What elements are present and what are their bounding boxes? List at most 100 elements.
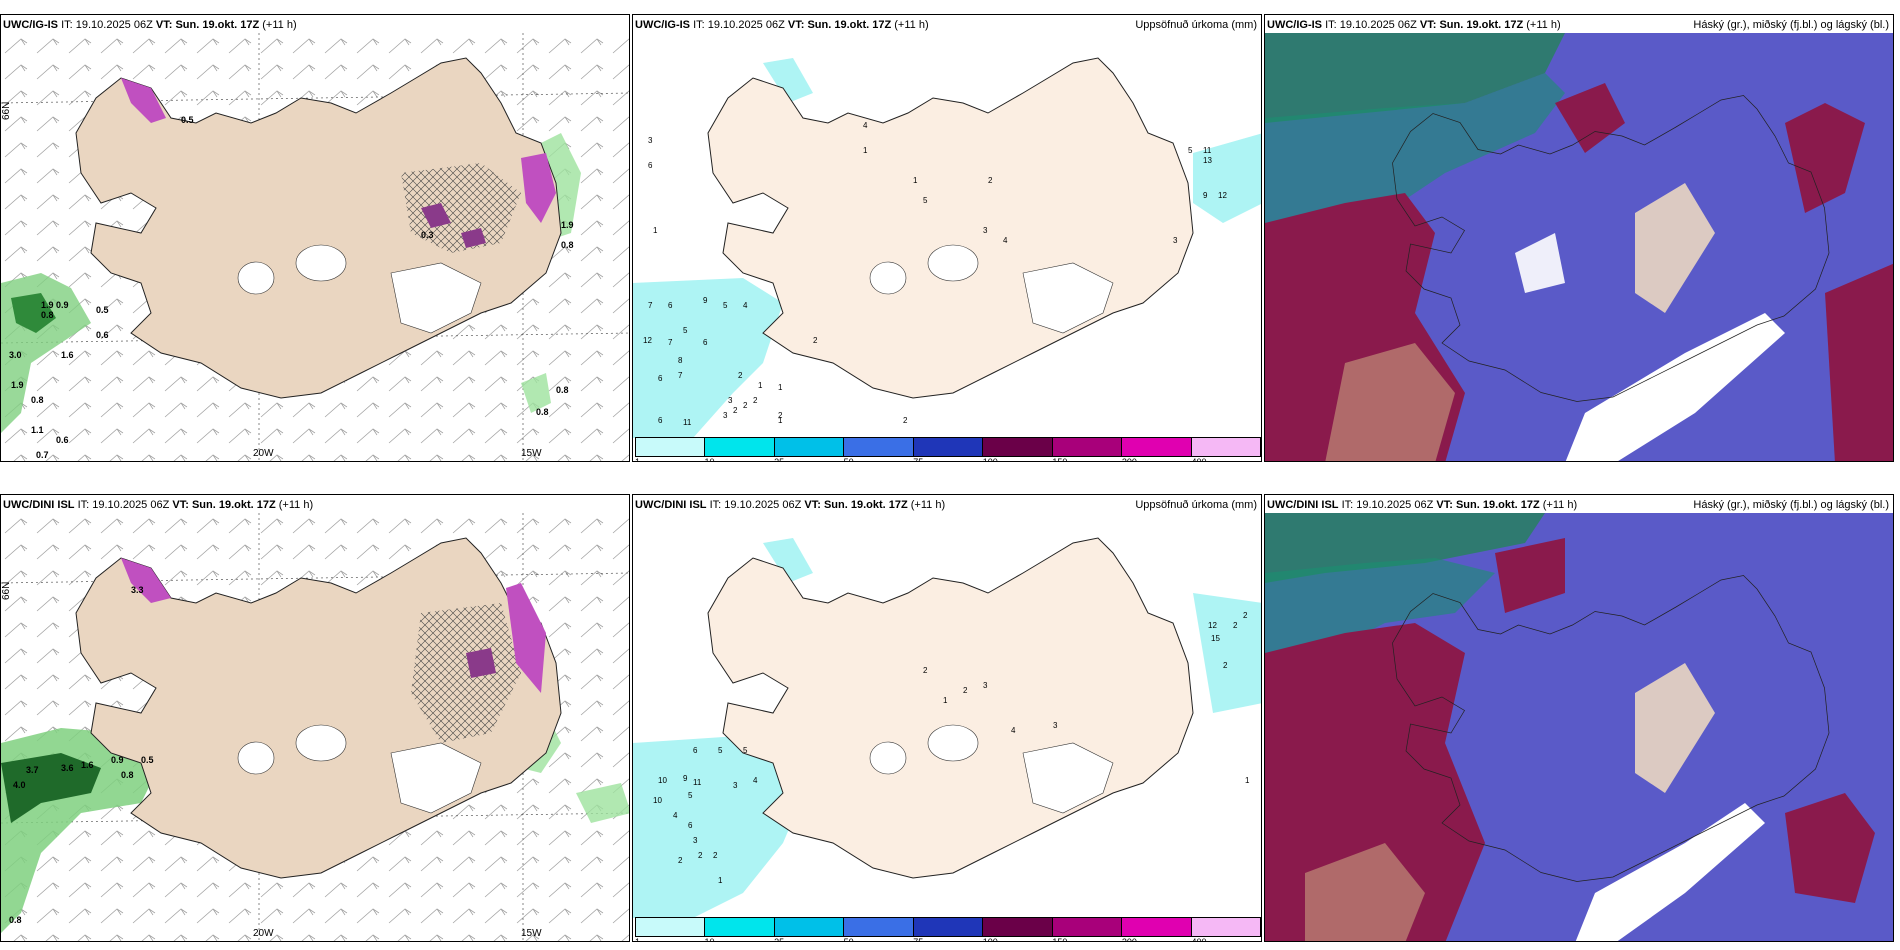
colorbar-label: 10 <box>704 457 715 462</box>
svg-text:1: 1 <box>718 876 723 885</box>
model-name: UWC/IG-IS <box>3 19 58 31</box>
svg-text:4: 4 <box>1011 726 1016 735</box>
svg-text:0.8: 0.8 <box>9 915 22 925</box>
svg-text:3.6: 3.6 <box>61 763 74 773</box>
svg-text:1: 1 <box>913 176 918 185</box>
model-name: UWC/IG-IS <box>635 19 690 31</box>
svg-text:2: 2 <box>1233 621 1238 630</box>
colorbar-swatch <box>1122 918 1192 936</box>
iceland-landmass <box>707 57 1194 399</box>
svg-text:6: 6 <box>648 161 653 170</box>
svg-text:5: 5 <box>688 791 693 800</box>
panel-bottom-precip: UWC/DINI ISL IT: 19.10.2025 06Z VT: Sun.… <box>632 494 1262 942</box>
colorbar-label: 100 <box>982 457 998 462</box>
vt-value: Sun. 19.okt. 17Z <box>175 19 260 31</box>
svg-text:9: 9 <box>1203 191 1208 200</box>
svg-text:4: 4 <box>753 776 758 785</box>
svg-text:5: 5 <box>743 746 748 755</box>
model-name: UWC/DINI ISL <box>1267 499 1339 511</box>
svg-text:7: 7 <box>678 371 683 380</box>
svg-text:3: 3 <box>983 226 988 235</box>
colorbar-swatch <box>636 438 706 456</box>
svg-text:6: 6 <box>688 821 693 830</box>
svg-text:6: 6 <box>658 374 663 383</box>
precip-title: Uppsöfnuð úrkoma (mm) <box>1135 19 1257 31</box>
lead-time: (+11 h) <box>1542 499 1578 511</box>
svg-text:2: 2 <box>778 411 783 420</box>
svg-text:4: 4 <box>743 301 748 310</box>
svg-text:1: 1 <box>758 381 763 390</box>
svg-text:0.5: 0.5 <box>141 755 154 765</box>
svg-text:0.5: 0.5 <box>181 115 194 125</box>
svg-text:2: 2 <box>753 396 758 405</box>
model-name: UWC/DINI ISL <box>3 499 75 511</box>
svg-text:2: 2 <box>1243 611 1248 620</box>
colorbar-swatch <box>774 438 845 456</box>
vt-value: Sun. 19.okt. 17Z <box>807 19 892 31</box>
vt-label: VT: <box>787 19 805 31</box>
model-name: UWC/DINI ISL <box>635 499 707 511</box>
svg-text:0.8: 0.8 <box>536 407 549 417</box>
colorbar-swatch <box>913 918 984 936</box>
panel-top-cloud: UWC/IG-IS IT: 19.10.2025 06Z VT: Sun. 19… <box>1264 14 1894 462</box>
vt-value: Sun. 19.okt. 17Z <box>1439 19 1524 31</box>
svg-text:0.8: 0.8 <box>556 385 569 395</box>
lon-label-15w: 15W <box>521 448 542 459</box>
svg-text:1.9: 1.9 <box>561 220 574 230</box>
vt-label: VT: <box>1419 19 1437 31</box>
svg-text:7: 7 <box>648 301 653 310</box>
vt-label: VT: <box>1436 499 1453 511</box>
it-value: 19.10.2025 06Z <box>75 19 153 31</box>
svg-text:0.8: 0.8 <box>561 240 574 250</box>
svg-text:2: 2 <box>678 856 683 865</box>
colorbar-label: 400 <box>1191 457 1207 462</box>
colorbar-label: 1 <box>635 457 641 462</box>
svg-text:1: 1 <box>1245 776 1250 785</box>
svg-text:1.9: 1.9 <box>11 380 24 390</box>
svg-text:4: 4 <box>673 811 678 820</box>
precip-colorbar: 1 10 25 50 75 100 150 200 400 <box>635 437 1261 461</box>
it-value: 19.10.2025 06Z <box>1356 499 1434 511</box>
svg-text:12: 12 <box>1218 191 1227 200</box>
svg-text:2: 2 <box>903 416 908 425</box>
svg-text:1: 1 <box>943 696 948 705</box>
panel-header: UWC/IG-IS IT: 19.10.2025 06Z VT: Sun. 19… <box>3 19 297 31</box>
colorbar-swatch <box>636 918 706 936</box>
svg-text:0.7: 0.7 <box>36 450 49 460</box>
svg-text:1.9: 1.9 <box>41 300 54 310</box>
colorbar-label: 150 <box>1052 457 1068 462</box>
colorbar-swatch <box>705 438 775 456</box>
svg-text:0.8: 0.8 <box>121 770 134 780</box>
svg-text:3: 3 <box>693 836 698 845</box>
it-label: IT: <box>1325 19 1337 31</box>
svg-text:2: 2 <box>988 176 993 185</box>
vt-value: Sun. 19.okt. 17Z <box>823 499 908 511</box>
lat-label-66n: 66N <box>1 581 12 600</box>
svg-text:3: 3 <box>1053 721 1058 730</box>
colorbar-label: 50 <box>843 457 854 462</box>
svg-text:3: 3 <box>723 411 728 420</box>
vt-value: Sun. 19.okt. 17Z <box>1455 499 1540 511</box>
svg-text:1.6: 1.6 <box>61 350 74 360</box>
lon-label-20w: 20W <box>253 928 274 939</box>
it-label: IT: <box>61 19 73 31</box>
svg-text:15: 15 <box>1211 634 1220 643</box>
svg-text:0.3: 0.3 <box>421 230 434 240</box>
svg-text:6: 6 <box>658 416 663 425</box>
svg-text:11: 11 <box>683 418 692 427</box>
it-value: 19.10.2025 06Z <box>724 499 802 511</box>
svg-text:1: 1 <box>863 146 868 155</box>
cloud-title: Háský (gr.), miðský (fj.bl.) og lágský (… <box>1693 499 1889 511</box>
it-value: 19.10.2025 06Z <box>707 19 785 31</box>
svg-text:0.6: 0.6 <box>56 435 69 445</box>
cloud-map <box>1265 33 1893 461</box>
model-name: UWC/IG-IS <box>1267 19 1322 31</box>
colorbar-label: 150 <box>1052 937 1068 942</box>
svg-text:2: 2 <box>963 686 968 695</box>
svg-text:0.9: 0.9 <box>111 755 124 765</box>
colorbar-label: 100 <box>982 937 998 942</box>
svg-text:5: 5 <box>723 301 728 310</box>
svg-text:3: 3 <box>1173 236 1178 245</box>
colorbar-label: 400 <box>1191 937 1207 942</box>
colorbar-swatch <box>844 438 914 456</box>
